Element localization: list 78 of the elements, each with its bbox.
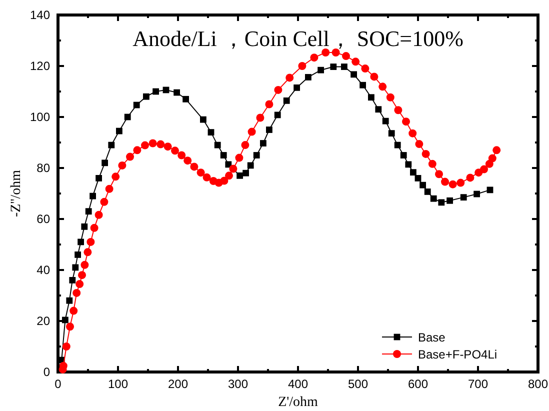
point [143,93,150,100]
point [242,170,249,176]
x-tick-label: 500 [348,377,368,391]
point [124,114,131,120]
point [214,142,221,148]
point [388,130,395,137]
point [405,161,412,168]
point [368,94,374,101]
point [350,71,357,78]
y-tick-label: 140 [30,8,50,22]
point [400,152,407,158]
point [74,252,81,258]
point [102,160,108,166]
point [414,175,422,182]
point [236,172,243,179]
x-tick-label: 200 [168,377,188,391]
point [69,277,76,284]
point [305,74,312,80]
x-axis-title: Z'/ohm [278,395,318,410]
point [220,152,227,158]
point [96,175,102,182]
point [225,161,232,168]
point [72,264,79,271]
y-tick-label: 0 [43,365,50,379]
point [174,89,180,96]
point [474,190,480,198]
point [253,152,260,158]
point [460,194,467,201]
x-tick-label: 100 [108,377,128,391]
point [430,195,437,202]
point [410,169,416,176]
point [266,126,272,133]
x-tick-label: 300 [228,377,248,391]
point [66,297,73,304]
point [424,188,431,195]
legend-label: Base [418,330,446,344]
point [247,162,254,169]
point [486,186,494,194]
y-axis-title: -Z''/ohm [9,170,24,218]
point [85,208,92,215]
point [394,142,401,148]
y-tick-label: 120 [30,59,50,73]
point [294,84,300,91]
point [182,96,189,102]
point [62,316,68,324]
point [341,64,348,70]
legend-label: Base+F-PO4Li [418,348,498,362]
y-tick-label: 60 [36,212,50,226]
point [260,140,266,146]
point [438,199,445,206]
y-tick-label: 100 [30,110,50,124]
x-tick-label: 600 [408,377,428,391]
point [318,66,324,74]
x-tick-label: 0 [54,377,62,391]
point [133,102,140,108]
y-tick-label: 40 [36,263,50,277]
point [81,223,88,230]
point [116,128,122,134]
point [283,97,290,104]
x-tick-label: 400 [288,377,308,391]
point [446,197,453,204]
point [78,238,84,246]
y-tick-label: 20 [36,314,50,328]
point [382,118,389,124]
point [420,182,426,188]
point [360,82,366,88]
text: Anode/Li ，Coin Cell， SOC=100% [132,26,464,51]
y-tick-label: 80 [36,161,50,175]
point [208,129,214,136]
point [200,116,206,123]
x-tick-label: 800 [528,377,548,391]
x-tick-label: 700 [468,377,488,391]
point [152,88,159,95]
point [375,106,382,113]
point [274,112,281,118]
point [330,64,337,70]
point [90,192,96,200]
point [108,142,115,148]
